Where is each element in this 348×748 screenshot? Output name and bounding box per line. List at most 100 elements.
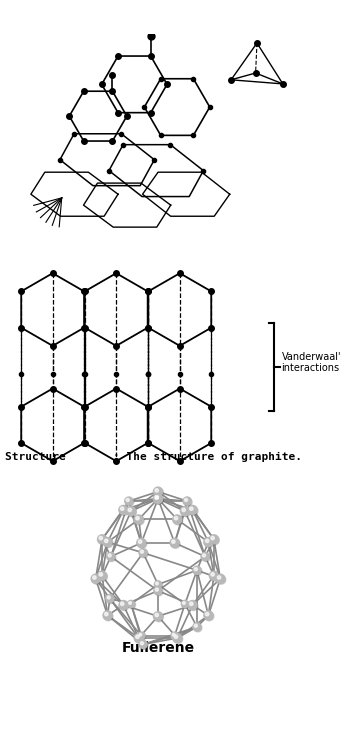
Circle shape	[205, 539, 214, 548]
Circle shape	[139, 640, 147, 649]
Circle shape	[155, 613, 164, 622]
Circle shape	[125, 497, 133, 505]
Circle shape	[188, 506, 197, 515]
Circle shape	[98, 536, 108, 545]
Circle shape	[174, 516, 183, 525]
Circle shape	[97, 571, 106, 580]
Circle shape	[181, 508, 190, 517]
Circle shape	[173, 515, 182, 524]
Circle shape	[155, 582, 163, 589]
Circle shape	[189, 506, 198, 515]
Circle shape	[140, 550, 143, 554]
Text: Vanderwaal'
interactions: Vanderwaal' interactions	[282, 352, 341, 373]
Circle shape	[174, 516, 178, 520]
Circle shape	[155, 488, 164, 497]
Circle shape	[155, 495, 164, 504]
Circle shape	[106, 595, 114, 603]
Circle shape	[201, 553, 209, 560]
Circle shape	[134, 515, 143, 524]
Text: Fullerene: Fullerene	[121, 641, 195, 655]
Circle shape	[182, 508, 185, 512]
Circle shape	[194, 624, 197, 628]
Circle shape	[137, 539, 146, 548]
Circle shape	[153, 494, 163, 503]
Circle shape	[140, 641, 148, 649]
Circle shape	[194, 567, 202, 575]
Circle shape	[190, 507, 193, 510]
Circle shape	[210, 572, 219, 581]
Circle shape	[107, 553, 115, 560]
Circle shape	[153, 487, 163, 496]
Circle shape	[172, 634, 175, 636]
Circle shape	[205, 612, 214, 621]
Circle shape	[183, 601, 185, 604]
Circle shape	[205, 613, 209, 616]
Circle shape	[136, 635, 139, 639]
Circle shape	[211, 573, 214, 576]
Circle shape	[93, 576, 96, 579]
Circle shape	[217, 575, 226, 584]
Circle shape	[204, 538, 213, 547]
Circle shape	[182, 601, 189, 609]
Circle shape	[99, 536, 103, 540]
Circle shape	[170, 539, 179, 548]
Circle shape	[103, 538, 112, 547]
Circle shape	[138, 539, 147, 548]
Circle shape	[155, 588, 158, 591]
Circle shape	[103, 611, 112, 620]
Circle shape	[183, 497, 191, 505]
Circle shape	[120, 602, 124, 606]
Circle shape	[104, 539, 108, 542]
Circle shape	[190, 602, 193, 606]
Circle shape	[127, 508, 136, 517]
Circle shape	[172, 540, 175, 543]
Circle shape	[184, 498, 188, 501]
Circle shape	[136, 516, 139, 520]
Circle shape	[106, 595, 115, 604]
Circle shape	[108, 554, 111, 557]
Circle shape	[204, 611, 213, 620]
Circle shape	[174, 635, 178, 639]
Circle shape	[127, 601, 135, 607]
Circle shape	[193, 623, 201, 631]
Circle shape	[108, 554, 116, 562]
Circle shape	[174, 634, 183, 643]
Circle shape	[210, 536, 219, 545]
Circle shape	[180, 506, 189, 516]
Circle shape	[140, 550, 148, 558]
Circle shape	[126, 498, 129, 501]
Circle shape	[104, 612, 113, 621]
Circle shape	[205, 539, 209, 542]
Circle shape	[140, 642, 143, 645]
Circle shape	[120, 506, 129, 515]
Circle shape	[119, 601, 128, 610]
Circle shape	[209, 535, 219, 544]
Circle shape	[194, 568, 197, 571]
Circle shape	[139, 540, 142, 543]
Circle shape	[153, 612, 163, 621]
Circle shape	[193, 566, 201, 574]
Circle shape	[184, 498, 192, 506]
Circle shape	[139, 549, 147, 557]
Circle shape	[194, 624, 202, 632]
Circle shape	[154, 586, 162, 595]
Circle shape	[126, 498, 134, 506]
Circle shape	[156, 582, 158, 585]
Circle shape	[155, 496, 158, 499]
Circle shape	[202, 554, 210, 562]
Circle shape	[104, 613, 108, 616]
Circle shape	[104, 539, 113, 548]
Circle shape	[129, 601, 132, 604]
Circle shape	[91, 574, 100, 583]
Circle shape	[155, 496, 158, 499]
Circle shape	[119, 506, 128, 515]
Circle shape	[153, 494, 163, 503]
Circle shape	[92, 575, 101, 584]
Circle shape	[209, 571, 219, 580]
Circle shape	[155, 580, 161, 588]
Circle shape	[128, 601, 136, 609]
Circle shape	[203, 554, 206, 557]
Circle shape	[189, 601, 198, 610]
Circle shape	[211, 536, 214, 540]
Circle shape	[127, 506, 136, 516]
